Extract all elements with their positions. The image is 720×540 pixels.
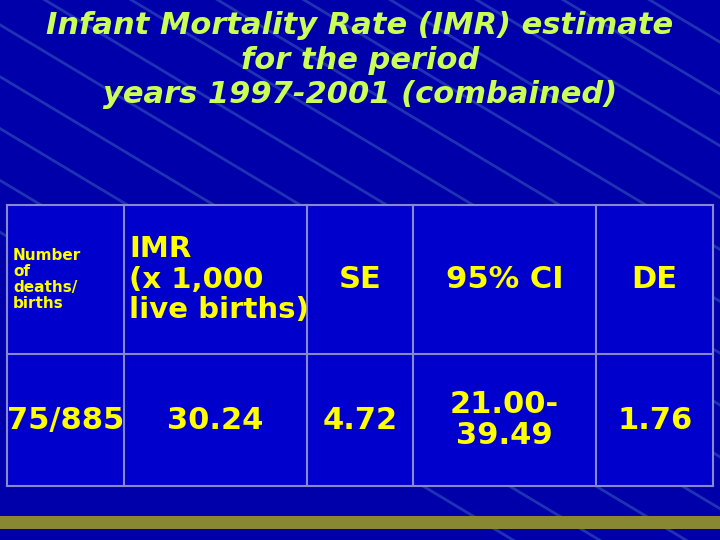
Text: SE: SE [338,265,382,294]
Text: 1.76: 1.76 [617,406,692,435]
Text: 21.00-
39.49: 21.00- 39.49 [450,390,559,450]
Text: 75/885: 75/885 [6,406,124,435]
Text: IMR
(x 1,000
live births): IMR (x 1,000 live births) [130,235,309,324]
Text: 4.72: 4.72 [323,406,397,435]
Text: DE: DE [631,265,678,294]
Text: Infant Mortality Rate (IMR) estimate
for the period
years 1997-2001 (combained): Infant Mortality Rate (IMR) estimate for… [46,11,674,109]
Text: 95% CI: 95% CI [446,265,563,294]
Text: 30.24: 30.24 [167,406,264,435]
Bar [0,516,720,529]
Text: Number
of
deaths/
births: Number of deaths/ births [13,248,81,312]
Bar [7,205,713,486]
